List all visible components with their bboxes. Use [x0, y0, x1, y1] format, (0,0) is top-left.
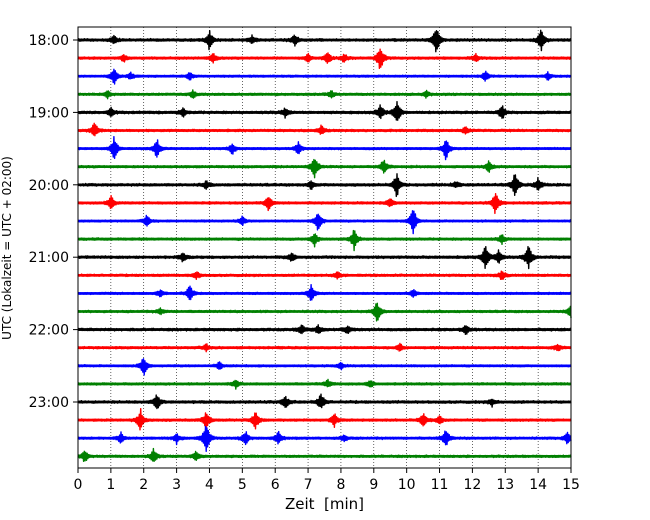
x-tick-label: 10 [398, 477, 416, 493]
x-axis-label: Zeit [min] [285, 495, 364, 513]
y-axis-ticks: 18:00 19:00 20:00 21:00 22:00 23:00 [29, 33, 78, 411]
x-tick-label: 3 [172, 477, 181, 493]
x-tick-label: 13 [496, 477, 514, 493]
x-tick-label: 7 [304, 477, 313, 493]
x-tick-label: 4 [205, 477, 214, 493]
y-tick-label: 19:00 [29, 105, 69, 121]
y-tick-label: 23:00 [29, 395, 69, 411]
trace-2345 [77, 447, 572, 462]
x-tick-label: 1 [106, 477, 115, 493]
x-tick-label: 11 [431, 477, 449, 493]
y-tick-label: 18:00 [29, 33, 69, 49]
x-axis-ticks: 0 1 2 3 4 5 6 7 8 9 10 11 12 13 14 15 [74, 468, 580, 493]
x-tick-label: 14 [529, 477, 547, 493]
x-tick-label: 6 [271, 477, 280, 493]
y-axis-label: UTC (Lokalzeit = UTC + 02:00) [0, 156, 14, 340]
trace-1945 [77, 158, 572, 179]
x-tick-label: 5 [238, 477, 247, 493]
plot-frame [77, 26, 572, 469]
x-tick-label: 15 [562, 477, 580, 493]
trace-2045 [77, 229, 572, 252]
x-tick-label: 9 [369, 477, 378, 493]
trace-1900 [77, 100, 572, 121]
y-tick-label: 22:00 [29, 323, 69, 339]
x-tick-label: 0 [74, 477, 83, 493]
y-tick-label: 21:00 [29, 250, 69, 266]
trace-group [77, 29, 572, 462]
x-tick-label: 12 [463, 477, 481, 493]
x-tick-label: 2 [139, 477, 148, 493]
y-tick-label: 20:00 [29, 178, 69, 194]
x-tick-label: 8 [336, 477, 345, 493]
